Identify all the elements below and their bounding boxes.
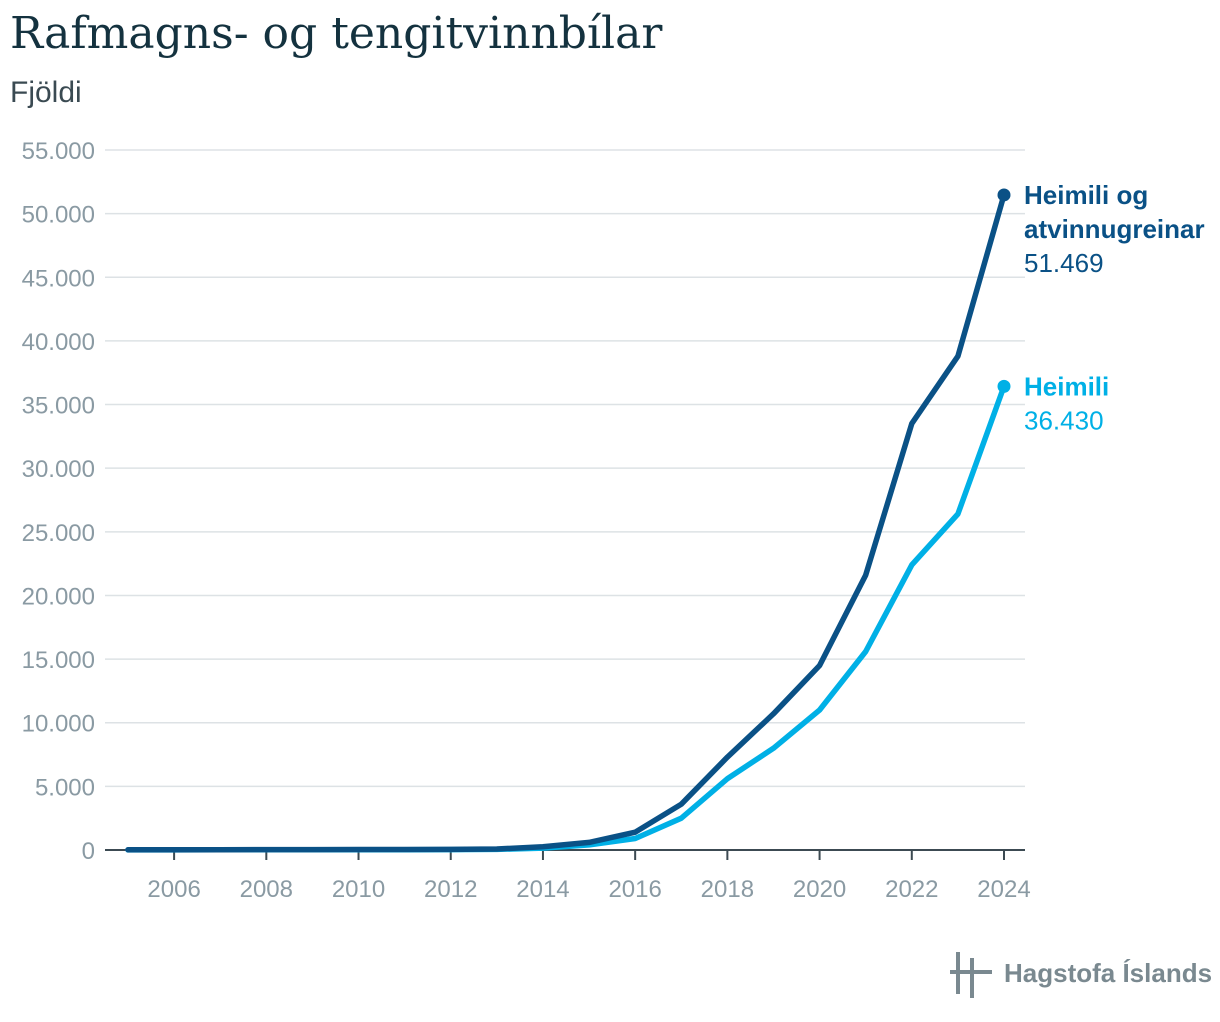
series-end-value: 36.430 — [1024, 405, 1104, 435]
series-label: atvinnugreinar — [1024, 214, 1205, 244]
x-tick-label: 2008 — [240, 876, 293, 903]
y-tick-label: 0 — [82, 838, 95, 865]
y-tick-label: 10.000 — [22, 711, 95, 738]
series-lines — [125, 188, 1011, 853]
gridlines — [105, 149, 1025, 788]
y-tick-label: 15.000 — [22, 647, 95, 674]
x-axis: 2006 2008 2010 2012 2014 2016 2018 2020 2022 2024 — [105, 849, 1031, 903]
y-tick-label: 25.000 — [22, 520, 95, 547]
x-tick-label: 2006 — [147, 876, 200, 903]
y-tick-label: 35.000 — [22, 393, 95, 420]
x-tick-label: 2022 — [885, 876, 938, 903]
y-tick-label: 20.000 — [22, 583, 95, 610]
y-tick-label: 40.000 — [22, 329, 95, 356]
y-tick-label: 55.000 — [22, 138, 95, 165]
series-line — [125, 383, 1007, 853]
hagstofa-logo-icon — [950, 952, 992, 998]
x-tick-label: 2010 — [332, 876, 385, 903]
x-tick-label: 2014 — [516, 876, 569, 903]
series-label: Heimili — [1024, 371, 1109, 401]
logo-text: Hagstofa Íslands — [1004, 957, 1213, 988]
y-tick-label: 5.000 — [35, 774, 95, 801]
series-end-point — [997, 188, 1011, 202]
series-labels: Heimili 36.430 Heimili og atvinnugreinar 51.… — [1024, 180, 1205, 435]
y-tick-label: 45.000 — [22, 265, 95, 292]
series-end-point — [997, 379, 1011, 393]
y-axis-label: Fjöldi — [10, 76, 82, 109]
series-line — [125, 192, 1007, 853]
series-label: Heimili og — [1024, 180, 1148, 210]
chart-title: Rafmagns- og tengitvinnbílar — [10, 8, 663, 59]
y-tick-label: 30.000 — [22, 456, 95, 483]
x-tick-label: 2020 — [793, 876, 846, 903]
x-tick-label: 2024 — [977, 876, 1030, 903]
series-end-value: 51.469 — [1024, 248, 1104, 278]
y-axis-ticks: 0 5.000 10.000 15.000 20.000 25.000 30.000 35.0… — [22, 138, 95, 865]
x-tick-label: 2018 — [701, 876, 754, 903]
y-tick-label: 50.000 — [22, 202, 95, 229]
x-tick-label: 2016 — [608, 876, 661, 903]
hagstofa-logo: Hagstofa Íslands — [950, 948, 1212, 998]
x-tick-label: 2012 — [424, 876, 477, 903]
